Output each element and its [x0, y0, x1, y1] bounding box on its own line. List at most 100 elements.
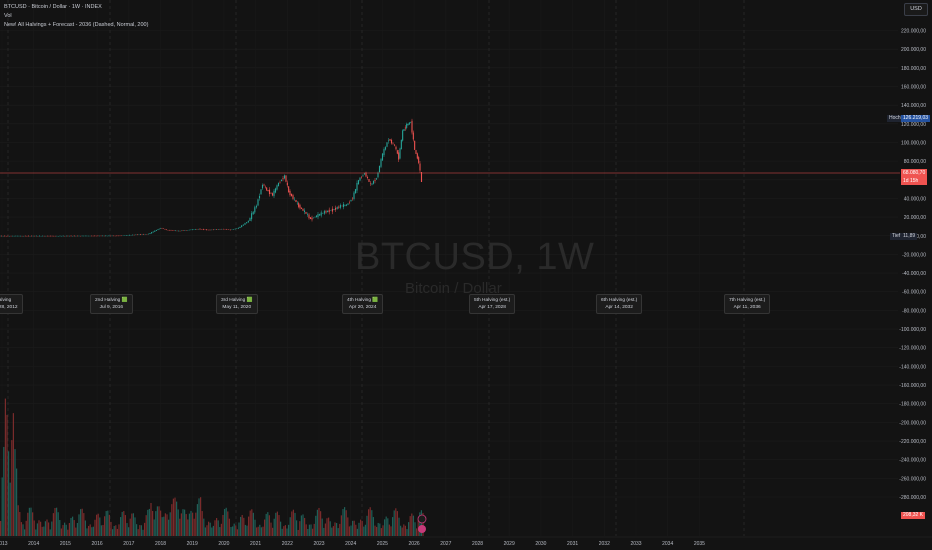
- halvings-indicator-label[interactable]: New! All Halvings + Forecast - 2036 (Das…: [4, 22, 149, 28]
- candle-body: [152, 231, 154, 233]
- volume-bar: [219, 527, 221, 536]
- price-tick-label: 160.000,00: [901, 84, 926, 90]
- price-tick-label: 40.000,00: [904, 196, 926, 202]
- candle-body: [327, 210, 329, 212]
- time-tick-label: 2025: [377, 541, 388, 547]
- volume-bar: [4, 398, 6, 536]
- price-tick-label: -240.000,00: [899, 458, 926, 464]
- volume-bar: [328, 517, 330, 536]
- candle-body: [311, 217, 313, 220]
- volume-bar: [292, 509, 294, 536]
- volume-bar: [57, 512, 59, 536]
- candle-body: [158, 228, 160, 230]
- volume-bar: [116, 528, 118, 536]
- candle-body: [353, 192, 355, 199]
- volume-bar: [208, 521, 210, 536]
- price-tick-label: -20.000,00: [902, 252, 926, 258]
- volume-bar: [302, 514, 304, 536]
- volume-bar: [204, 527, 206, 536]
- time-tick-label: 2023: [313, 541, 324, 547]
- price-tick-label: -140.000,00: [899, 364, 926, 370]
- volume-bar: [96, 514, 98, 536]
- volume-indicator-label[interactable]: Vol: [4, 13, 12, 19]
- halving-label-3: 3rd Halving 🟩 May 11, 2020: [216, 294, 258, 314]
- volume-bar: [380, 528, 382, 536]
- volume-bar: [209, 522, 211, 536]
- candle-body: [377, 172, 379, 178]
- volume-bar: [67, 529, 69, 536]
- candle-body: [292, 195, 294, 199]
- volume-bar: [235, 525, 237, 536]
- volume-bar: [257, 526, 259, 536]
- volume-bar: [318, 507, 320, 536]
- currency-button[interactable]: USD: [904, 3, 928, 16]
- candle-body: [267, 190, 269, 192]
- event-icons[interactable]: [417, 514, 427, 533]
- volume-bar: [163, 516, 165, 536]
- volume-bar: [107, 510, 109, 536]
- candle-body: [271, 193, 274, 196]
- volume-bar: [128, 527, 130, 536]
- halving-label-7: 7th Halving (est.) Apr 11, 2036: [724, 294, 771, 314]
- volume-bar: [179, 518, 181, 536]
- volume-bar: [340, 515, 342, 536]
- candle-body: [234, 228, 236, 230]
- dividend-icon[interactable]: [418, 525, 426, 533]
- volume-bar: [52, 513, 54, 536]
- price-axis[interactable]: 220.000,00 200.000,00 180.000,00 160.000,00…: [899, 29, 926, 502]
- candle-body: [389, 139, 391, 141]
- candle-body: [226, 229, 228, 230]
- volume-bar: [385, 516, 387, 536]
- volume-bar: [145, 515, 147, 536]
- volume-bar: [140, 525, 142, 536]
- volume-bar: [347, 517, 349, 536]
- candle-body: [418, 157, 420, 163]
- volume-bar: [392, 517, 394, 536]
- candle-body: [415, 150, 417, 154]
- halving-title: 3rd Halving 🟩: [221, 298, 253, 303]
- volume-bar: [369, 507, 371, 536]
- volume-bar: [304, 517, 306, 536]
- candle-body: [359, 177, 361, 181]
- volume-bar: [198, 498, 200, 536]
- volume-bar: [132, 513, 134, 536]
- volume-bar: [211, 527, 213, 536]
- candle-body: [344, 204, 346, 206]
- volume-bar: [316, 509, 318, 536]
- symbol-title[interactable]: BTCUSD · Bitcoin / Dollar · 1W · INDEX: [4, 4, 102, 10]
- low-label-tag: Tief: [890, 233, 903, 240]
- volume-bar: [350, 525, 352, 536]
- volume-bar: [377, 522, 379, 536]
- volume-bar: [352, 520, 354, 536]
- volume-bar: [260, 527, 262, 536]
- volume-bar: [184, 509, 186, 536]
- candle-body: [365, 172, 367, 177]
- candle-body: [386, 142, 388, 147]
- time-axis[interactable]: 2013 2014 2015 2016 2017 2018 2019 2020 2021 2022…: [0, 536, 932, 547]
- volume-bar: [238, 522, 240, 536]
- candle-body: [375, 178, 378, 180]
- volume-bar: [28, 507, 30, 536]
- volume-bar: [264, 519, 266, 536]
- earnings-icon[interactable]: [417, 514, 427, 524]
- price-tick-label: -200.000,00: [899, 420, 926, 426]
- volume-bar: [356, 528, 358, 536]
- volume-bar: [44, 521, 46, 536]
- candle-body: [414, 140, 416, 150]
- volume-bar: [331, 527, 333, 536]
- volume-bar: [121, 511, 123, 536]
- volume-bar: [348, 526, 350, 536]
- candle-body: [199, 228, 201, 230]
- volume-bar: [236, 529, 238, 536]
- candle-body: [387, 140, 390, 142]
- volume-bar: [329, 521, 331, 536]
- volume-bar: [187, 519, 189, 536]
- price-tick-label: -160.000,00: [899, 383, 926, 389]
- candle-body: [338, 206, 340, 208]
- volume-bar: [259, 524, 261, 536]
- volume-bar: [363, 526, 365, 536]
- volume-bar: [361, 520, 363, 536]
- candle-body: [289, 190, 291, 196]
- volume-bar: [296, 520, 298, 536]
